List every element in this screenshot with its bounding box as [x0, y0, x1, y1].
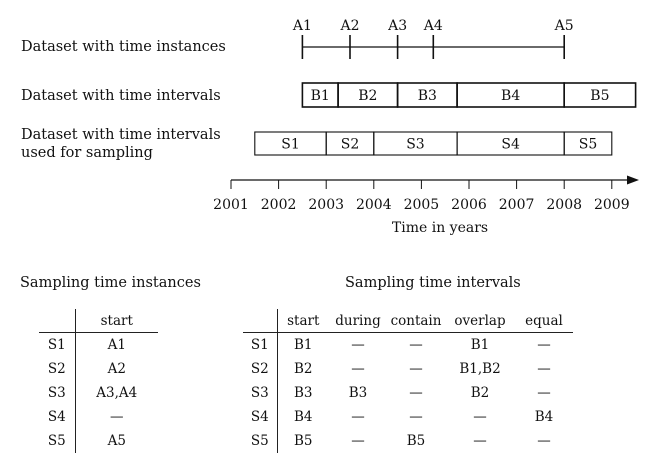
sampling-interval-box — [563, 131, 613, 156]
table-cell: B3 — [293, 385, 313, 401]
table-column-header: start — [277, 309, 329, 333]
table-cell: A1 — [107, 337, 126, 353]
table-row: S1 B1 — — B1 — — [243, 332, 573, 357]
table-cell: A5 — [107, 433, 126, 449]
table-cell: — — [473, 409, 487, 425]
table-row-header: S3 — [39, 381, 76, 405]
table-row: S3 B3 B3 — B2 — — [243, 381, 573, 405]
table-cell: B5 — [293, 433, 313, 449]
interval-label: B2 — [358, 88, 377, 104]
table-row-header: S3 — [243, 381, 278, 405]
table-row-header: S4 — [39, 405, 76, 429]
table-row-header: S1 — [39, 332, 76, 357]
time-axis-arrow-icon — [627, 175, 639, 185]
table-cell: — — [537, 385, 551, 401]
axis-tick-label: 2002 — [261, 197, 297, 213]
axis-tick-label: 2007 — [499, 197, 535, 213]
sampling-row-label-line1: Dataset with time intervals — [21, 127, 221, 143]
sampling-intervals-table: start during contain overlap equal S1 B1 — — B1 —… — [243, 309, 573, 453]
instances-table-title: Sampling time instances — [20, 275, 201, 291]
table-row-header: S2 — [243, 357, 278, 381]
table-row-header: S4 — [243, 405, 278, 429]
table-cell: — — [473, 433, 487, 449]
sampling-interval-label: S2 — [341, 137, 360, 153]
axis-tick-label: 2006 — [451, 197, 487, 213]
axis-title: Time in years — [392, 220, 488, 236]
table-cell: — — [537, 361, 551, 377]
table-cell: — — [351, 361, 365, 377]
table-column-header: contain — [387, 309, 445, 333]
table-row: S3 A3,A4 — [39, 381, 158, 405]
interval-label: B1 — [311, 88, 330, 104]
table-row-header: S5 — [243, 429, 278, 453]
table-cell: — — [110, 409, 124, 425]
table-cell: — — [409, 337, 423, 353]
table-cell: B3 — [348, 385, 368, 401]
table-cell: — — [351, 433, 365, 449]
table-row: S5 A5 — [39, 429, 158, 453]
table-cell: — — [351, 409, 365, 425]
table-column-header: overlap — [445, 309, 515, 333]
table-row: S4 B4 — — — B4 — [243, 405, 573, 429]
table-row: S1 A1 — [39, 332, 158, 357]
instance-label: A5 — [554, 18, 574, 34]
table-corner-cell — [39, 309, 76, 333]
table-row: S2 B2 — — B1,B2 — — [243, 357, 573, 381]
table-cell: A2 — [107, 361, 126, 377]
sampling-interval-label: S5 — [579, 137, 598, 153]
table-column-header: start — [75, 309, 158, 333]
table-cell: B1 — [470, 337, 490, 353]
table-row-header: S1 — [243, 332, 278, 357]
table-cell: B5 — [406, 433, 426, 449]
instance-label: A2 — [339, 18, 359, 34]
axis-tick-label: 2008 — [546, 197, 582, 213]
table-row: S4 — — [39, 405, 158, 429]
table-cell: — — [537, 433, 551, 449]
sampling-instances-table: start S1 A1 S2 A2 S3 A3,A4 S4 — S5 A5 — [39, 309, 158, 453]
table-cell: — — [537, 337, 551, 353]
axis-tick-label: 2009 — [594, 197, 630, 213]
table-cell: B2 — [293, 361, 313, 377]
sampling-interval-label: S1 — [281, 137, 300, 153]
intervals-table-title: Sampling time intervals — [345, 275, 521, 291]
sampling-interval-label: S4 — [501, 137, 520, 153]
table-column-header: during — [329, 309, 387, 333]
interval-label: B3 — [418, 88, 437, 104]
interval-label: B4 — [501, 88, 520, 104]
table-cell: B4 — [534, 409, 554, 425]
axis-tick-label: 2001 — [213, 197, 249, 213]
table-cell: B4 — [293, 409, 313, 425]
axis-tick-label: 2005 — [404, 197, 440, 213]
table-cell: — — [409, 361, 423, 377]
table-cell: — — [409, 409, 423, 425]
instances-row-label: Dataset with time instances — [21, 39, 226, 55]
intervals-row-label: Dataset with time intervals — [21, 88, 221, 104]
table-header-row: start — [39, 309, 158, 333]
table-row-header: S5 — [39, 429, 76, 453]
instance-label: A1 — [292, 18, 312, 34]
table-cell: — — [351, 337, 365, 353]
table-row: S2 A2 — [39, 357, 158, 381]
sampling-row-label-line2: used for sampling — [21, 145, 153, 161]
table-row: S5 B5 — B5 — — — [243, 429, 573, 453]
instance-label: A3 — [387, 18, 407, 34]
interval-box — [563, 82, 637, 108]
sampling-interval-label: S3 — [406, 137, 425, 153]
table-cell: B2 — [470, 385, 490, 401]
table-cell: — — [409, 385, 423, 401]
table-cell: A3,A4 — [96, 385, 138, 401]
table-corner-cell — [243, 309, 278, 333]
instance-label: A4 — [423, 18, 443, 34]
interval-label: B5 — [590, 88, 609, 104]
axis-tick-label: 2004 — [356, 197, 392, 213]
table-header-row: start during contain overlap equal — [243, 309, 573, 333]
axis-tick-label: 2003 — [308, 197, 344, 213]
table-row-header: S2 — [39, 357, 76, 381]
table-column-header: equal — [515, 309, 573, 333]
table-cell: B1 — [293, 337, 313, 353]
table-cell: B1,B2 — [459, 361, 501, 377]
